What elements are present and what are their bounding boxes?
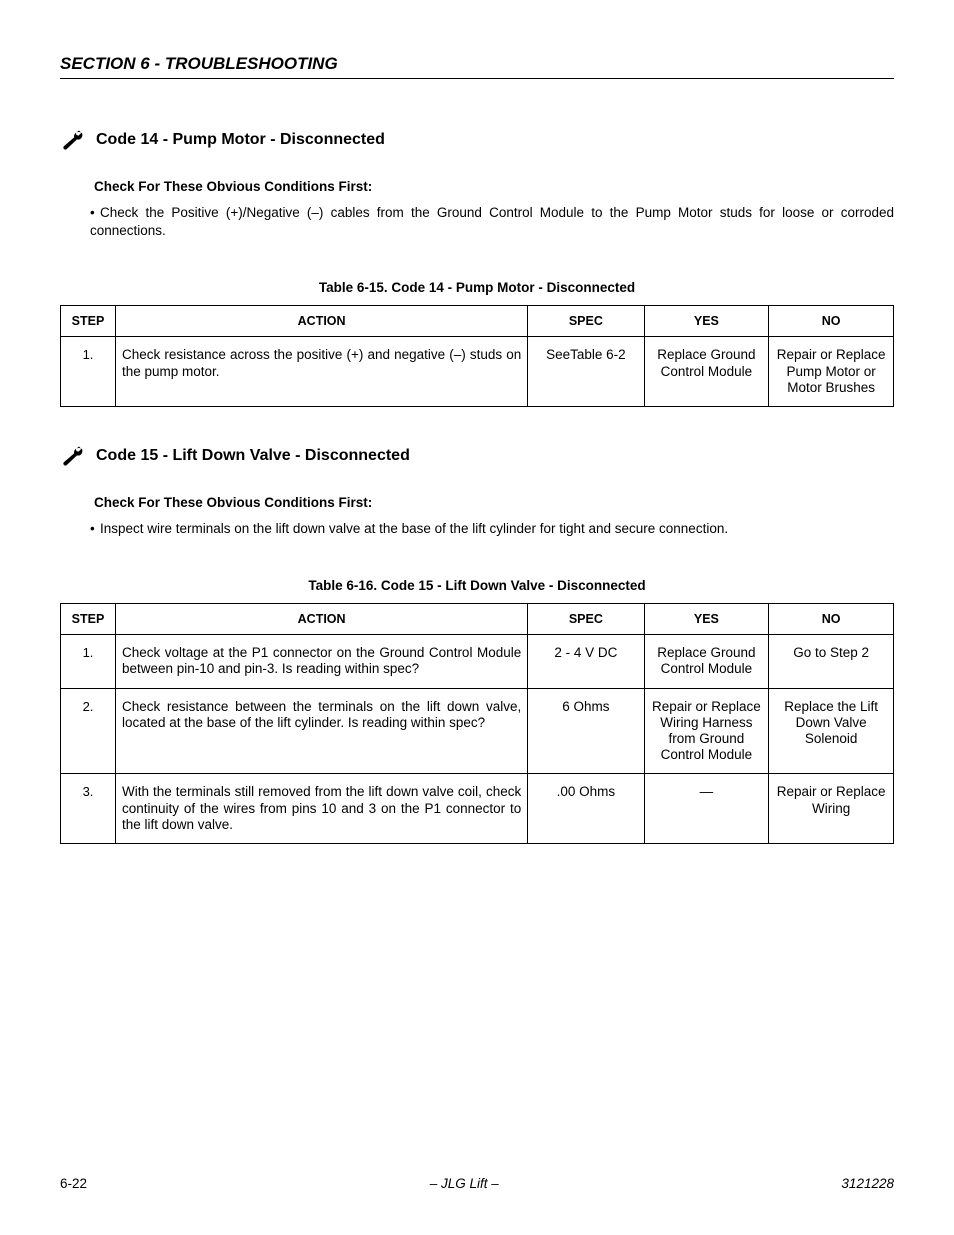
- code15-check-label: Check For These Obvious Conditions First…: [94, 495, 894, 510]
- code14-table: STEP ACTION SPEC YES NO 1. Check resista…: [60, 305, 894, 407]
- cell-yes: Replace Ground Control Module: [644, 337, 769, 407]
- cell-spec: SeeTable 6-2: [528, 337, 644, 407]
- wrench-icon: [60, 445, 88, 467]
- cell-spec: 2 - 4 V DC: [528, 635, 644, 688]
- th-no: NO: [769, 604, 894, 635]
- code14-heading: Code 14 - Pump Motor - Disconnected: [60, 129, 894, 151]
- table-row: 1. Check voltage at the P1 connector on …: [61, 635, 894, 688]
- table-row: 3. With the terminals still removed from…: [61, 774, 894, 844]
- code15-bullet: •Inspect wire terminals on the lift down…: [90, 520, 894, 538]
- cell-action: Check resistance across the positive (+)…: [115, 337, 527, 407]
- th-yes: YES: [644, 306, 769, 337]
- code14-bullet-text: Check the Positive (+)/Negative (–) cabl…: [90, 205, 894, 238]
- th-yes: YES: [644, 604, 769, 635]
- code14-bullet: •Check the Positive (+)/Negative (–) cab…: [90, 204, 894, 240]
- table-header-row: STEP ACTION SPEC YES NO: [61, 604, 894, 635]
- cell-no: Repair or Replace Wiring: [769, 774, 894, 844]
- footer-left: 6-22: [60, 1176, 87, 1191]
- table-row: 2. Check resistance between the terminal…: [61, 688, 894, 774]
- cell-action: Check resistance between the terminals o…: [115, 688, 527, 774]
- footer-right: 3121228: [841, 1176, 894, 1191]
- table-header-row: STEP ACTION SPEC YES NO: [61, 306, 894, 337]
- table-row: 1. Check resistance across the positive …: [61, 337, 894, 407]
- th-action: ACTION: [115, 306, 527, 337]
- page-footer: 6-22 – JLG Lift – 3121228: [60, 1176, 894, 1191]
- cell-action: Check voltage at the P1 connector on the…: [115, 635, 527, 688]
- footer-center: – JLG Lift –: [430, 1176, 499, 1191]
- cell-step: 3.: [61, 774, 116, 844]
- cell-spec: .00 Ohms: [528, 774, 644, 844]
- code14-table-caption: Table 6-15. Code 14 - Pump Motor - Disco…: [60, 280, 894, 295]
- code15-heading: Code 15 - Lift Down Valve - Disconnected: [60, 445, 894, 467]
- cell-step: 2.: [61, 688, 116, 774]
- cell-no: Go to Step 2: [769, 635, 894, 688]
- code15-table: STEP ACTION SPEC YES NO 1. Check voltage…: [60, 603, 894, 844]
- code15-title: Code 15 - Lift Down Valve - Disconnected: [96, 447, 410, 465]
- th-step: STEP: [61, 604, 116, 635]
- cell-yes: Repair or Replace Wiring Harness from Gr…: [644, 688, 769, 774]
- cell-spec: 6 Ohms: [528, 688, 644, 774]
- th-spec: SPEC: [528, 604, 644, 635]
- section-header: SECTION 6 - TROUBLESHOOTING: [60, 54, 894, 79]
- th-action: ACTION: [115, 604, 527, 635]
- cell-no: Repair or Replace Pump Motor or Motor Br…: [769, 337, 894, 407]
- cell-no: Replace the Lift Down Valve Solenoid: [769, 688, 894, 774]
- th-spec: SPEC: [528, 306, 644, 337]
- cell-step: 1.: [61, 635, 116, 688]
- cell-step: 1.: [61, 337, 116, 407]
- code15-bullet-text: Inspect wire terminals on the lift down …: [100, 521, 728, 536]
- code15-table-caption: Table 6-16. Code 15 - Lift Down Valve - …: [60, 578, 894, 593]
- wrench-icon: [60, 129, 88, 151]
- cell-yes: Replace Ground Control Module: [644, 635, 769, 688]
- code14-title: Code 14 - Pump Motor - Disconnected: [96, 131, 385, 149]
- code14-check-label: Check For These Obvious Conditions First…: [94, 179, 894, 194]
- th-no: NO: [769, 306, 894, 337]
- cell-action: With the terminals still removed from th…: [115, 774, 527, 844]
- cell-yes: —: [644, 774, 769, 844]
- th-step: STEP: [61, 306, 116, 337]
